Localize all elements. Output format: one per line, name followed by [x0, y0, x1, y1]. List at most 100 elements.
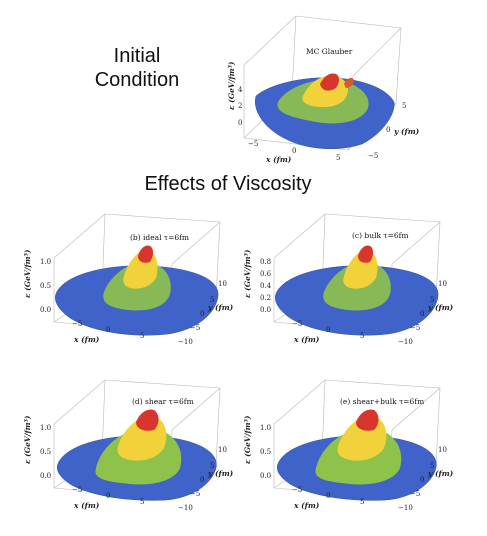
x-axis-label: x (fm): [73, 335, 100, 344]
density-surface: [55, 245, 219, 336]
z-tick-label: 0.0: [260, 306, 271, 314]
y-tick-label: 10: [438, 280, 447, 288]
x-tick-label: 0: [106, 492, 110, 500]
x-tick-label: 5: [140, 332, 144, 340]
surface-peak: [320, 73, 339, 91]
surface-plot-bulk: (c) bulk τ=6fm ε (GeV/fm³) 0.8 0.6 0.4 0…: [243, 213, 454, 346]
panel-title: (b) ideal τ=6fm: [130, 233, 189, 242]
y-tick-label: 5: [210, 296, 214, 304]
z-tick-label: 0.4: [260, 282, 272, 290]
x-tick-label: −5: [292, 486, 302, 494]
x-tick-label: −5: [72, 486, 82, 494]
initial-heading-line2: Condition: [94, 69, 180, 91]
density-surface: [277, 409, 437, 501]
x-axis-label: x (fm): [265, 155, 292, 164]
y-tick-label: 0: [200, 310, 204, 318]
surface-plot-mc-glauber: MC Glauber ε (GeV/fm³) 4 2 0 −5 0 5 x (f…: [227, 15, 420, 164]
y-tick-label: 5: [430, 462, 434, 470]
x-tick-label: 0: [106, 326, 110, 334]
z-axis-label: ε (GeV/fm³): [23, 415, 32, 464]
y-axis-label: y (fm): [427, 469, 454, 478]
x-tick-label: 5: [140, 498, 144, 506]
z-axis-label: ε (GeV/fm³): [227, 61, 236, 110]
y-tick-label: 0: [420, 310, 424, 318]
y-tick-label: −5: [410, 490, 420, 498]
y-tick-label: 0: [200, 476, 204, 484]
panel-title: (d) shear τ=6fm: [132, 397, 194, 406]
y-axis-label: y (fm): [207, 469, 234, 478]
surface-peak: [358, 245, 373, 263]
y-axis-label: y (fm): [207, 303, 234, 312]
surface-plot-shear-bulk: (e) shear+bulk τ=6fm ε (GeV/fm³) 1.0 0.5…: [243, 379, 454, 512]
panel-title: (c) bulk τ=6fm: [352, 231, 409, 240]
z-tick-label: 1.0: [40, 424, 51, 432]
z-tick-label: 0.0: [40, 472, 51, 480]
z-tick-label: 0.8: [260, 258, 271, 266]
effects-of-viscosity-heading: Effects of Viscosity: [144, 173, 312, 195]
z-tick-label: 1.0: [40, 258, 51, 266]
y-tick-label: 0: [386, 126, 390, 134]
x-axis-label: x (fm): [293, 335, 320, 344]
x-axis-label: x (fm): [293, 501, 320, 510]
y-axis-label: y (fm): [393, 127, 420, 136]
z-axis-label: ε (GeV/fm³): [243, 249, 252, 298]
y-tick-label: −5: [190, 324, 200, 332]
density-surface: [275, 245, 439, 336]
density-surface: [57, 409, 217, 501]
surface-peak-secondary: [344, 77, 354, 88]
x-axis-label: x (fm): [73, 501, 100, 510]
x-tick-label: 5: [336, 154, 340, 162]
z-axis-label: ε (GeV/fm³): [243, 415, 252, 464]
z-tick-label: 2: [238, 102, 242, 110]
y-tick-label: 5: [210, 462, 214, 470]
y-tick-label: 5: [430, 296, 434, 304]
y-tick-label: −5: [190, 490, 200, 498]
y-tick-label: −10: [398, 338, 413, 346]
x-tick-label: 0: [326, 326, 330, 334]
y-tick-label: −5: [410, 324, 420, 332]
y-tick-label: −5: [368, 152, 378, 160]
z-tick-label: 1.0: [260, 424, 271, 432]
surface-plot-shear: (d) shear τ=6fm ε (GeV/fm³) 1.0 0.5 0.0 …: [23, 379, 234, 512]
x-tick-label: 0: [292, 147, 296, 155]
z-tick-label: 0.0: [260, 472, 271, 480]
z-tick-label: 0.0: [40, 306, 51, 314]
y-tick-label: −10: [398, 504, 413, 512]
z-tick-label: 0.5: [260, 448, 271, 456]
y-tick-label: −10: [178, 338, 193, 346]
plot-panel-mc-glauber: MC Glauber ε (GeV/fm³) 4 2 0 −5 0 5 x (f…: [226, 10, 420, 166]
plot-panel-shear: (d) shear τ=6fm ε (GeV/fm³) 1.0 0.5 0.0 …: [20, 372, 235, 522]
z-axis-label: ε (GeV/fm³): [23, 249, 32, 298]
z-tick-label: 0: [238, 119, 242, 127]
y-tick-label: −10: [178, 504, 193, 512]
panel-title: MC Glauber: [306, 47, 353, 56]
z-tick-label: 4: [238, 86, 243, 94]
plot-panel-bulk: (c) bulk τ=6fm ε (GeV/fm³) 0.8 0.6 0.4 0…: [240, 206, 455, 356]
z-tick-label: 0.2: [260, 294, 271, 302]
surface-plot-ideal: (b) ideal τ=6fm ε (GeV/fm³) 1.0 0.5 0.0 …: [23, 213, 234, 346]
x-tick-label: −5: [72, 320, 82, 328]
y-tick-label: 10: [218, 280, 227, 288]
initial-heading-line1: Initial: [113, 45, 161, 67]
plot-panel-shear-bulk: (e) shear+bulk τ=6fm ε (GeV/fm³) 1.0 0.5…: [240, 372, 455, 522]
surface-peak: [138, 245, 153, 263]
x-tick-label: 5: [360, 332, 364, 340]
z-tick-label: 0.5: [40, 448, 51, 456]
x-tick-label: 0: [326, 492, 330, 500]
x-tick-label: −5: [292, 320, 302, 328]
y-tick-label: 5: [402, 102, 406, 110]
plot-panel-ideal: (b) ideal τ=6fm ε (GeV/fm³) 1.0 0.5 0.0 …: [20, 206, 235, 356]
z-tick-label: 0.5: [40, 282, 51, 290]
x-tick-label: 5: [360, 498, 364, 506]
surface-peak: [136, 409, 159, 431]
density-surface: [254, 73, 395, 150]
y-tick-label: 10: [438, 446, 447, 454]
panel-title: (e) shear+bulk τ=6fm: [340, 397, 424, 406]
y-tick-label: 10: [218, 446, 227, 454]
y-axis-label: y (fm): [427, 303, 454, 312]
z-tick-label: 0.6: [260, 270, 272, 278]
initial-condition-heading: Initial Condition: [82, 44, 192, 92]
y-tick-label: 0: [420, 476, 424, 484]
x-tick-label: −5: [248, 140, 258, 148]
surface-peak: [356, 409, 379, 431]
